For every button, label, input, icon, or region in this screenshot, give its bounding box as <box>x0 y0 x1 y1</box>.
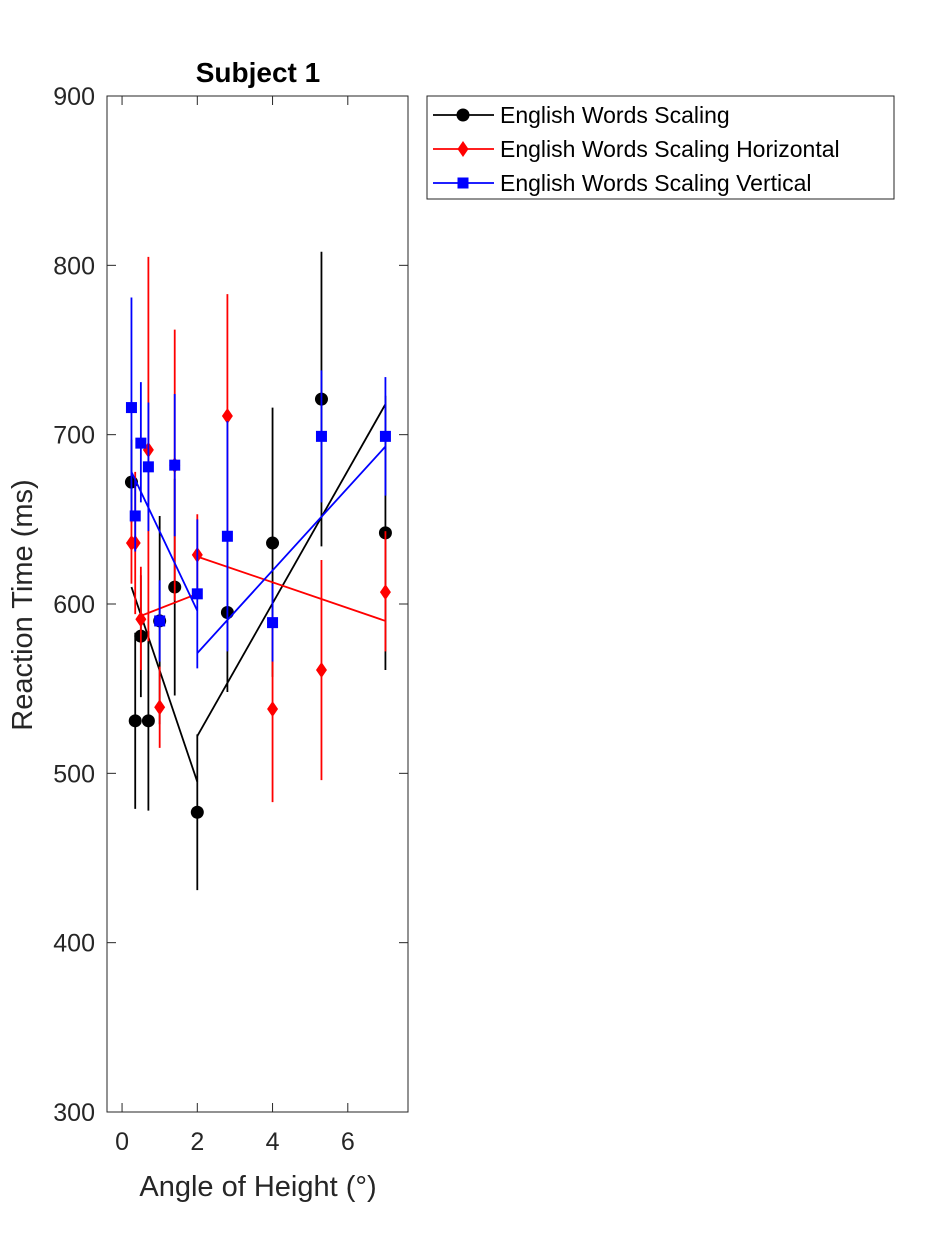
legend-entry-3: English Words Scaling Vertical <box>433 170 812 196</box>
series-3 <box>125 297 391 669</box>
data-point <box>135 437 147 449</box>
data-point <box>266 536 280 550</box>
data-point <box>129 510 141 522</box>
data-point <box>135 611 147 628</box>
data-point <box>267 700 279 717</box>
data-point <box>191 588 203 600</box>
x-tick-label: 6 <box>341 1128 355 1156</box>
data-point <box>154 699 166 716</box>
y-tick-label: 600 <box>53 591 95 619</box>
legend-marker <box>457 141 469 157</box>
data-point <box>315 662 327 679</box>
fit-line-3-2 <box>196 445 387 654</box>
data-point <box>315 430 327 442</box>
legend-label: English Words Scaling Horizontal <box>500 136 840 162</box>
data-point <box>169 459 181 471</box>
legend-marker <box>456 108 470 122</box>
legend: English Words Scaling English Words Scali… <box>426 95 895 200</box>
plot-area <box>124 251 392 891</box>
legend-entry-2: English Words Scaling Horizontal <box>433 136 840 162</box>
axes: 300 400 500 600 700 800 900 0 2 4 6 <box>53 83 409 1156</box>
y-tick-label: 800 <box>53 252 95 280</box>
data-point <box>125 402 137 414</box>
x-tick-label: 4 <box>266 1128 280 1156</box>
y-tick-label: 900 <box>53 83 95 111</box>
legend-label: English Words Scaling <box>500 102 730 128</box>
y-tick-label: 300 <box>53 1099 95 1127</box>
fit-line-2-2 <box>197 555 386 622</box>
fit-line-1-2 <box>196 403 387 737</box>
y-tick-label: 500 <box>53 760 95 788</box>
legend-label: English Words Scaling Vertical <box>500 170 812 196</box>
data-point <box>379 584 391 601</box>
data-point <box>379 430 391 442</box>
data-point <box>190 805 204 819</box>
data-point <box>267 617 279 629</box>
legend-box <box>426 95 895 200</box>
axes-box <box>106 95 409 1113</box>
fit-line-2-1 <box>140 593 198 617</box>
chart-title: Subject 1 <box>196 57 320 88</box>
fit-line-3-1 <box>130 471 199 612</box>
y-tick-label: 700 <box>53 422 95 450</box>
data-point <box>142 461 154 473</box>
series-2 <box>125 256 391 803</box>
y-tick-label: 400 <box>53 930 95 958</box>
legend-entry-1: English Words Scaling <box>433 102 730 128</box>
series-1 <box>124 251 392 891</box>
x-tick-label: 0 <box>115 1128 129 1156</box>
data-point <box>221 530 233 542</box>
x-axis-label: Angle of Height (°) <box>139 1171 376 1203</box>
data-point <box>128 714 142 728</box>
data-point <box>141 714 155 728</box>
y-axis-label: Reaction Time (ms) <box>7 479 39 730</box>
data-point <box>221 408 233 425</box>
data-point <box>154 615 166 627</box>
legend-marker <box>457 177 469 189</box>
x-tick-label: 2 <box>190 1128 204 1156</box>
